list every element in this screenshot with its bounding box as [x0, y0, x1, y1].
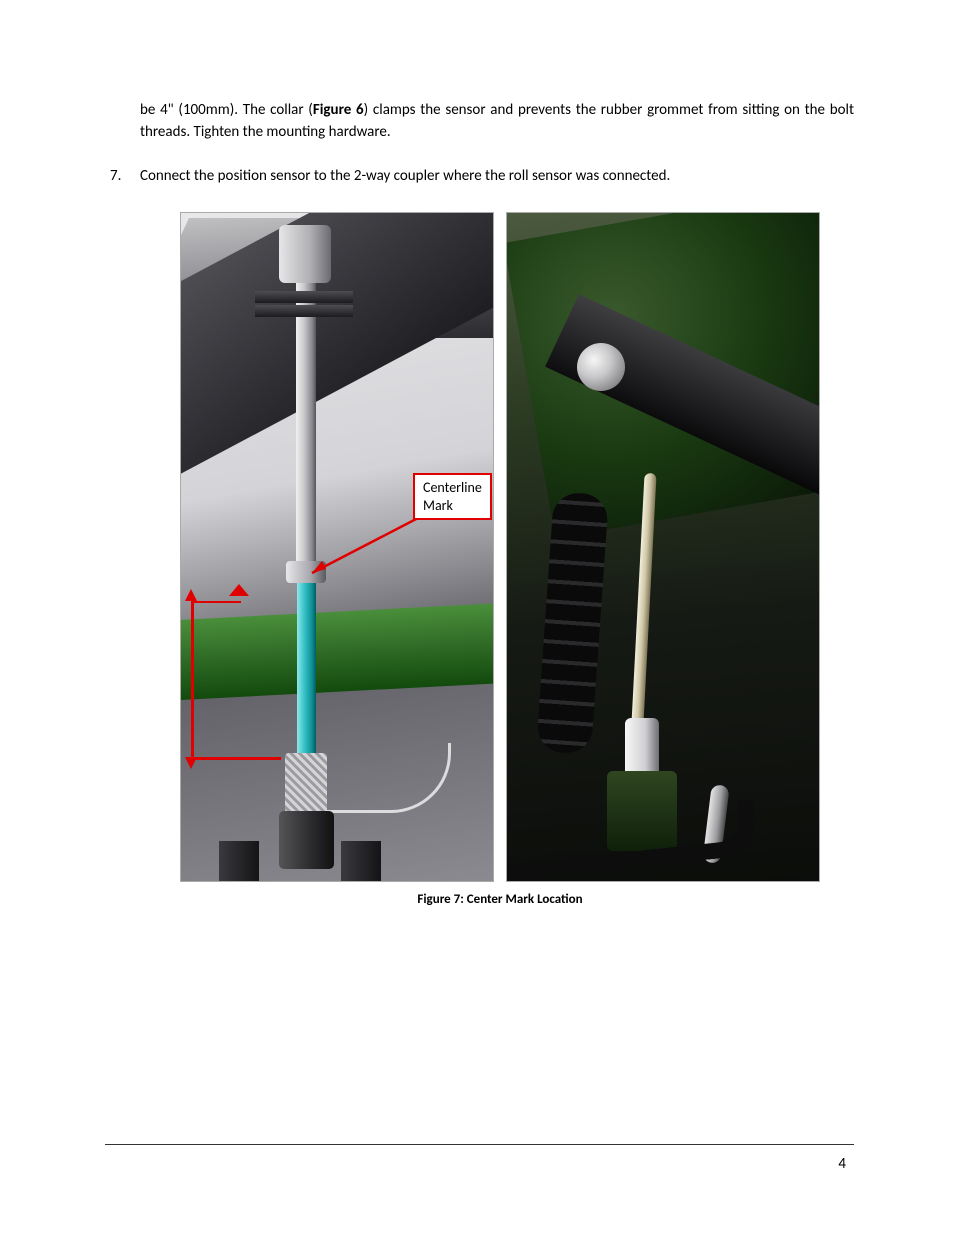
sensor-wire [321, 743, 451, 813]
collar-sleeve [285, 753, 327, 813]
figure-left-render: 4" (100mm) Centerline Mark [180, 212, 494, 882]
step-number: 7. [110, 166, 140, 188]
figure-caption: Figure 7: Center Mark Location [180, 892, 820, 907]
coiled-cable [536, 492, 609, 755]
clamp-upper [255, 291, 353, 303]
callout-text-2: Mark [423, 497, 453, 514]
figure-images: 4" (100mm) Centerline Mark [180, 212, 820, 882]
figure-7: 4" (100mm) Centerline Mark [180, 212, 820, 907]
dimension-line [191, 601, 194, 759]
harness-cable [506, 800, 759, 882]
sensor-rod [297, 571, 316, 761]
dimension-extension-top [191, 601, 241, 603]
para1-figure-ref: Figure 6 [313, 101, 364, 119]
figure-right-photo [506, 212, 820, 882]
step-text: Connect the position sensor to the 2-way… [140, 166, 854, 188]
lower-post-left [219, 841, 259, 882]
lower-post-right [341, 841, 381, 882]
step-7: 7. Connect the position sensor to the 2-… [110, 166, 854, 188]
footer-rule [105, 1144, 854, 1145]
callout-leader [308, 513, 426, 581]
continued-paragraph: be 4" (100mm). The collar (Figure 6) cla… [140, 100, 854, 144]
dimension-label: 4" (100mm) [180, 653, 183, 689]
bottom-bracket [279, 811, 334, 869]
green-frame-bar [180, 600, 494, 702]
centerline-callout: Centerline Mark [413, 473, 492, 520]
dimension-extension-bottom [191, 757, 281, 760]
dimension-arrow-up [185, 589, 197, 601]
callout-text-1: Centerline [423, 479, 482, 496]
pivot-bolt [577, 343, 625, 391]
clamp-lower [255, 305, 353, 317]
para1-seg1: be 4" (100mm). The collar ( [140, 101, 313, 119]
top-bracket [279, 225, 331, 283]
page-number: 4 [838, 1155, 846, 1173]
